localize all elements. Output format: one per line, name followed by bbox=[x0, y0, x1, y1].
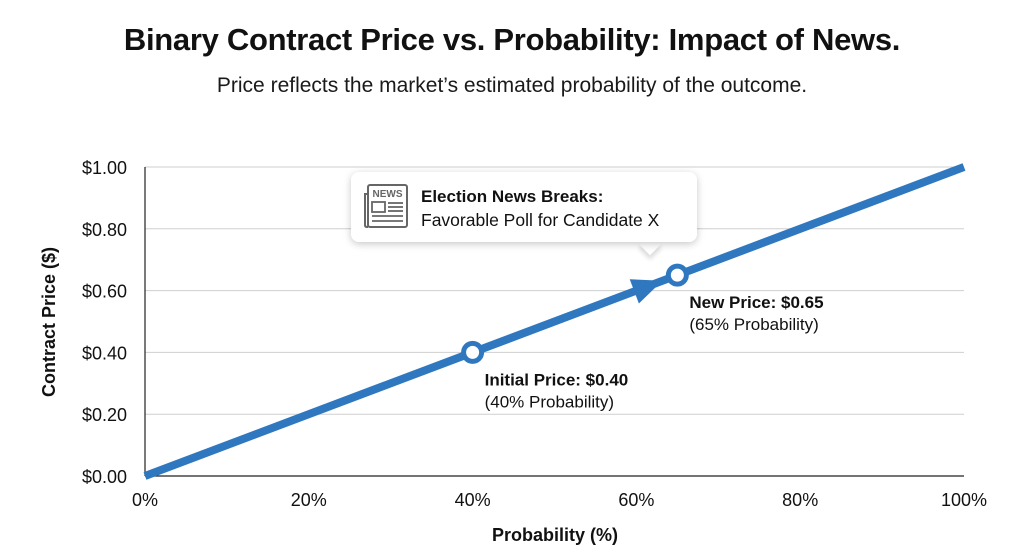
point-sublabel-initial: (40% Probability) bbox=[485, 392, 614, 411]
callout-background bbox=[351, 172, 697, 242]
x-tick-label: 60% bbox=[618, 490, 654, 510]
y-axis-label: Contract Price ($) bbox=[39, 247, 59, 397]
gridlines bbox=[145, 166, 964, 415]
point-sublabel-new: (65% Probability) bbox=[689, 315, 818, 334]
data-point-new bbox=[665, 263, 689, 287]
data-points bbox=[461, 263, 689, 364]
chart-subtitle: Price reflects the market’s estimated pr… bbox=[216, 74, 808, 97]
y-tick-label: $0.80 bbox=[82, 220, 127, 240]
y-tick-label: $0.00 bbox=[82, 467, 127, 487]
y-tick-label: $1.00 bbox=[82, 158, 127, 178]
x-tick-labels: 0% 20% 40% 60% 80% 100% bbox=[132, 490, 987, 510]
x-tick-label: 0% bbox=[132, 490, 158, 510]
y-tick-labels: $0.00 $0.20 $0.40 $0.60 $0.80 $1.00 bbox=[82, 158, 127, 487]
point-labels: Initial Price: $0.40 (40% Probability) New… bbox=[485, 293, 824, 411]
y-tick-label: $0.60 bbox=[82, 282, 127, 302]
x-tick-label: 40% bbox=[455, 490, 491, 510]
callout-body: Favorable Poll for Candidate X bbox=[421, 210, 660, 230]
y-tick-label: $0.20 bbox=[82, 405, 127, 425]
x-tick-label: 20% bbox=[291, 490, 327, 510]
x-tick-label: 80% bbox=[782, 490, 818, 510]
chart-title: Binary Contract Price vs. Probability: I… bbox=[123, 22, 901, 57]
newspaper-icon: NEWS bbox=[364, 184, 408, 228]
newspaper-icon-text: NEWS bbox=[373, 189, 403, 200]
data-point-initial bbox=[461, 340, 485, 364]
arrowhead bbox=[629, 279, 663, 304]
y-tick-label: $0.40 bbox=[82, 343, 127, 363]
series-line bbox=[143, 163, 966, 480]
callout-title: Election News Breaks: bbox=[421, 187, 604, 206]
x-axis-label: Probability (%) bbox=[492, 525, 618, 545]
x-tick-label: 100% bbox=[941, 490, 987, 510]
axes bbox=[144, 167, 964, 477]
point-label-initial: Initial Price: $0.40 bbox=[485, 370, 629, 389]
point-label-new: New Price: $0.65 bbox=[689, 293, 823, 312]
series-lines bbox=[143, 163, 966, 480]
